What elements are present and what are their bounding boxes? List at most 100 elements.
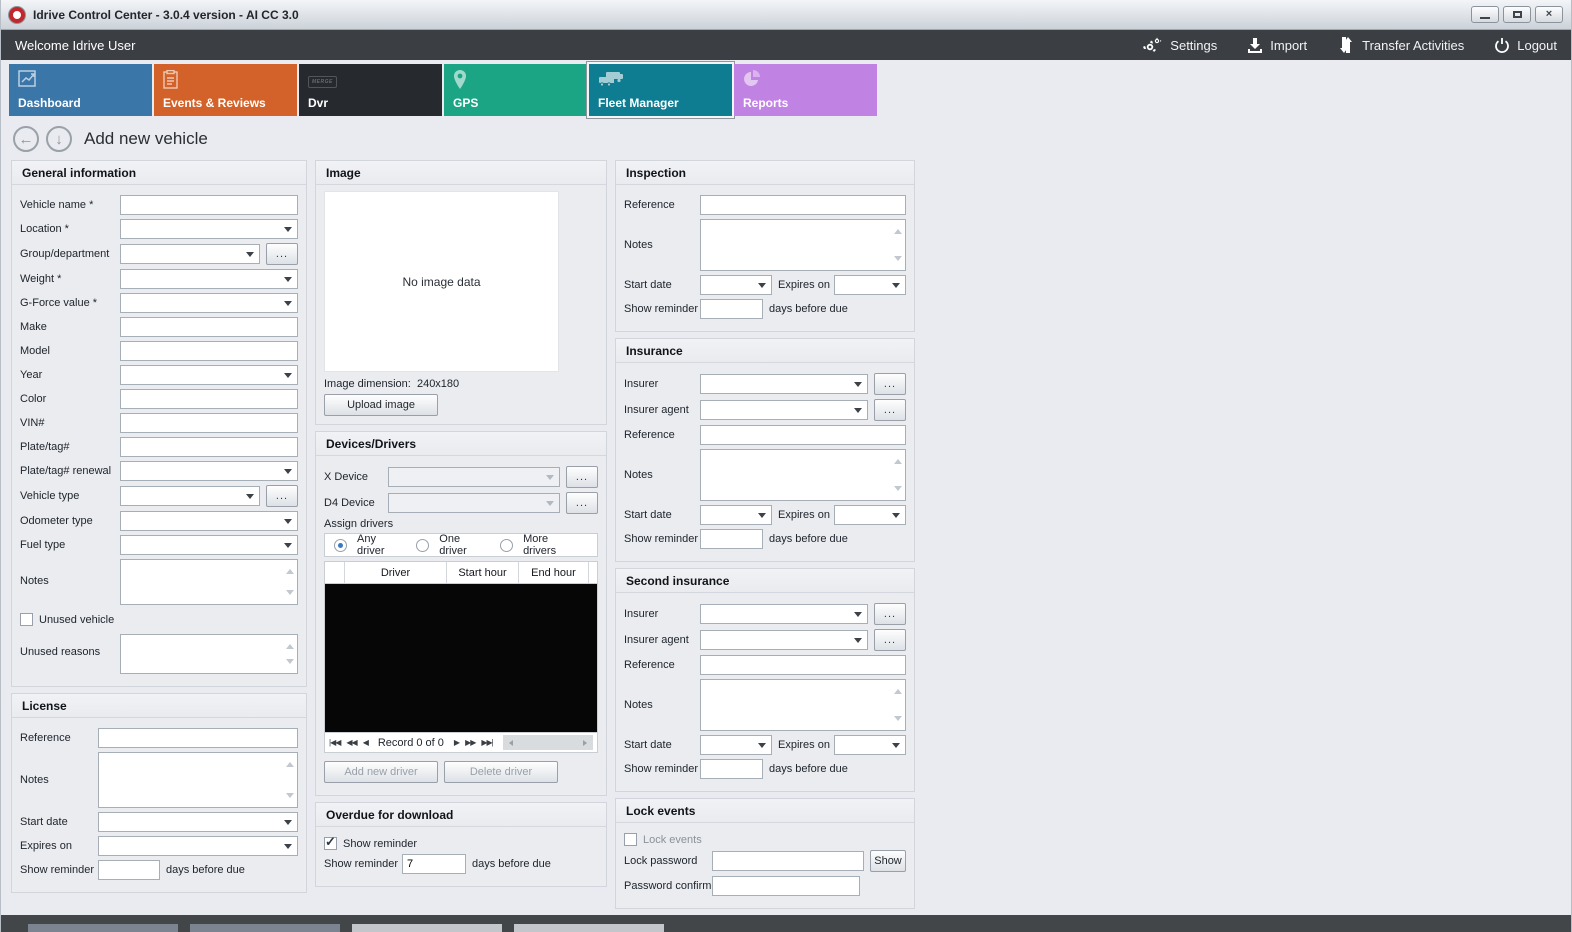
second-expires-select[interactable]: [834, 735, 906, 755]
inspection-expires-select[interactable]: [834, 275, 906, 295]
model-input[interactable]: [120, 341, 298, 361]
vehicle-type-select[interactable]: [120, 486, 260, 506]
location-select[interactable]: [120, 219, 298, 239]
end-hour-column-header[interactable]: End hour: [519, 562, 589, 583]
tab-gps[interactable]: GPS: [444, 64, 587, 116]
license-notes-textarea[interactable]: [98, 752, 298, 808]
insurance-notes-textarea[interactable]: [700, 449, 906, 501]
color-input[interactable]: [120, 389, 298, 409]
insurance-reminder-input[interactable]: [700, 529, 763, 549]
start-hour-column-header[interactable]: Start hour: [447, 562, 519, 583]
gforce-select[interactable]: [120, 293, 298, 313]
delete-driver-button[interactable]: Delete driver: [444, 761, 558, 783]
insurer-select[interactable]: [700, 374, 868, 394]
save-vehicle-button[interactable]: Save Vehicle: [28, 924, 178, 932]
horizontal-scrollbar[interactable]: [502, 735, 593, 750]
lock-password-input[interactable]: [712, 851, 864, 871]
close-button[interactable]: ×: [1535, 6, 1563, 23]
license-reference-input[interactable]: [98, 728, 298, 748]
inspection-start-date-select[interactable]: [700, 275, 772, 295]
tab-dashboard[interactable]: Dashboard: [9, 64, 152, 116]
show-reminder-checkbox[interactable]: [324, 834, 337, 850]
weight-select[interactable]: [120, 269, 298, 289]
group-department-select[interactable]: [120, 244, 260, 264]
plate-renewal-select[interactable]: [120, 461, 298, 481]
plate-tag-input[interactable]: [120, 437, 298, 457]
inspection-reminder-input[interactable]: [700, 299, 763, 319]
d4-device-select[interactable]: [388, 493, 560, 513]
second-reminder-input[interactable]: [700, 759, 763, 779]
transfer-activities-button[interactable]: Transfer Activities: [1337, 36, 1464, 54]
import-button[interactable]: Import: [1247, 37, 1307, 53]
lock-events-checkbox[interactable]: [624, 833, 637, 846]
second-insurer-select[interactable]: [700, 604, 868, 624]
second-notes-textarea[interactable]: [700, 679, 906, 731]
unused-vehicle-checkbox[interactable]: [20, 613, 33, 626]
inspection-reference-input[interactable]: [700, 195, 906, 215]
any-driver-radio[interactable]: [334, 538, 347, 552]
second-reference-input[interactable]: [700, 655, 906, 675]
overdue-reminder-input[interactable]: [402, 854, 466, 874]
plate-tag-label: Plate/tag#: [20, 441, 70, 453]
insurer-agent-browse-button[interactable]: ...: [874, 399, 906, 421]
make-label: Make: [20, 321, 47, 333]
nav-next-icon[interactable]: ▶: [453, 738, 460, 747]
settings-button[interactable]: Settings: [1143, 37, 1217, 53]
more-drivers-radio[interactable]: [500, 538, 514, 552]
tab-reports[interactable]: Reports: [734, 64, 877, 116]
insurance-expires-select[interactable]: [834, 505, 906, 525]
tab-events-reviews[interactable]: Events & Reviews: [154, 64, 297, 116]
delete-vehicle-button[interactable]: Delete Vehicle: [352, 924, 502, 932]
fuel-type-select[interactable]: [120, 535, 298, 555]
maximize-button[interactable]: [1503, 6, 1531, 23]
x-device-select[interactable]: [388, 467, 560, 487]
vehicle-type-browse-button[interactable]: ...: [266, 485, 298, 507]
second-insurer-browse-button[interactable]: ...: [874, 603, 906, 625]
scroll-down-button[interactable]: ↓: [46, 126, 72, 152]
upload-image-button[interactable]: Upload image: [324, 394, 438, 416]
logout-button[interactable]: Logout: [1494, 37, 1557, 53]
tab-fleet-manager[interactable]: Fleet Manager: [589, 64, 732, 116]
save-vehicle-return-button[interactable]: Save Vehicle and Return: [190, 924, 340, 932]
inspection-notes-textarea[interactable]: [700, 219, 906, 271]
nav-next-page-icon[interactable]: ▶▶: [465, 738, 476, 747]
insurance-reference-input[interactable]: [700, 425, 906, 445]
driver-column-header[interactable]: Driver: [345, 562, 447, 583]
license-start-date-select[interactable]: [98, 812, 298, 832]
inspection-panel: Inspection Reference Notes Start date Exp…: [615, 160, 915, 332]
show-password-button[interactable]: Show: [870, 850, 906, 872]
unused-reasons-textarea[interactable]: [120, 634, 298, 674]
nav-prev-page-icon[interactable]: ◀◀: [346, 738, 357, 747]
assign-drivers-label: Assign drivers: [324, 518, 394, 530]
one-driver-radio[interactable]: [416, 538, 430, 552]
insurer-browse-button[interactable]: ...: [874, 373, 906, 395]
year-label: Year: [20, 369, 43, 381]
vin-input[interactable]: [120, 413, 298, 433]
insurer-agent-select[interactable]: [700, 400, 868, 420]
general-notes-textarea[interactable]: [120, 559, 298, 605]
d4-device-browse-button[interactable]: ...: [566, 492, 598, 514]
second-start-date-select[interactable]: [700, 735, 772, 755]
second-insurer-agent-browse-button[interactable]: ...: [874, 629, 906, 651]
clone-vehicle-button[interactable]: Clone Vehicle: [514, 924, 664, 932]
add-new-driver-button[interactable]: Add new driver: [324, 761, 438, 783]
year-select[interactable]: [120, 365, 298, 385]
insurance-start-date-select[interactable]: [700, 505, 772, 525]
nav-first-icon[interactable]: |◀◀: [329, 738, 341, 747]
nav-prev-icon[interactable]: ◀: [362, 738, 369, 747]
vehicle-name-input[interactable]: [120, 195, 298, 215]
drivers-table-body[interactable]: [325, 584, 597, 732]
back-button[interactable]: ←: [13, 126, 39, 152]
license-expires-select[interactable]: [98, 836, 298, 856]
panel-title: Insurance: [616, 339, 914, 363]
make-input[interactable]: [120, 317, 298, 337]
x-device-browse-button[interactable]: ...: [566, 466, 598, 488]
group-browse-button[interactable]: ...: [266, 243, 298, 265]
minimize-button[interactable]: [1471, 6, 1499, 23]
odometer-type-select[interactable]: [120, 511, 298, 531]
tab-dvr[interactable]: MERGE Dvr: [299, 64, 442, 116]
second-insurer-agent-select[interactable]: [700, 630, 868, 650]
password-confirm-input[interactable]: [712, 876, 860, 896]
nav-last-icon[interactable]: ▶▶|: [481, 738, 493, 747]
license-reminder-input[interactable]: [98, 860, 160, 880]
